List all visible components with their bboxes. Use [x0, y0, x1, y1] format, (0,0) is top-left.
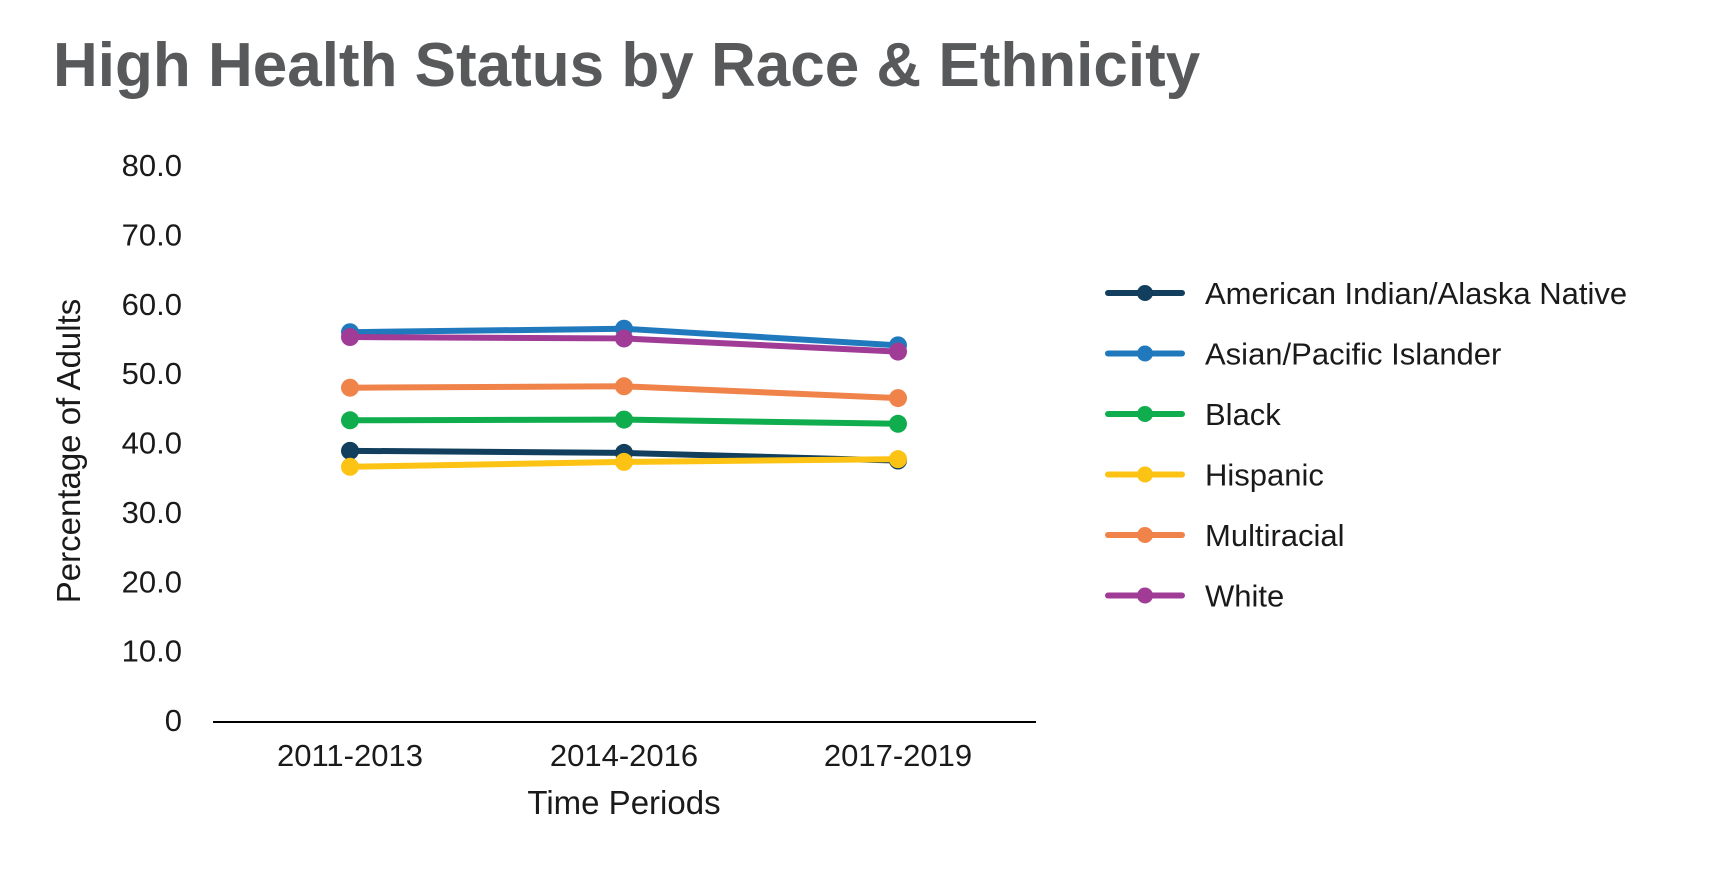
series-hispanic [341, 450, 907, 476]
legend-swatch-marker [1137, 285, 1153, 301]
legend-label: Multiracial [1205, 518, 1345, 553]
data-point [889, 414, 907, 433]
legend-item: Hispanic [1105, 458, 1324, 493]
data-point [615, 329, 633, 348]
y-axis-title: Percentage of Adults [50, 299, 87, 604]
x-tick-label: 2017-2019 [824, 738, 972, 773]
x-axis-ticks: 2011-2013 2014-2016 2017-2019 [277, 738, 972, 773]
series-white [341, 328, 907, 361]
x-tick-label: 2011-2013 [277, 738, 423, 773]
legend-item: Multiracial [1105, 518, 1345, 553]
data-point [341, 378, 359, 397]
y-tick-label: 40.0 [122, 426, 182, 461]
data-point [615, 452, 633, 471]
legend-swatch-marker [1137, 345, 1153, 362]
legend-item: Asian/Pacific Islander [1105, 337, 1501, 372]
legend-item: White [1105, 579, 1284, 614]
legend-swatch-marker [1137, 587, 1153, 604]
y-tick-label: 60.0 [122, 287, 182, 322]
y-tick-label: 20.0 [122, 564, 182, 599]
data-point [615, 377, 633, 396]
legend: American Indian/Alaska Native Asian/Pacif… [1105, 276, 1627, 614]
x-tick-label: 2014-2016 [550, 738, 698, 773]
data-point [341, 457, 359, 476]
series-black [341, 410, 907, 433]
y-axis-ticks: 0 10.0 20.0 30.0 40.0 50.0 60.0 70.0 80.0 [122, 148, 182, 738]
data-point [341, 441, 359, 460]
data-point [889, 389, 907, 408]
y-tick-label: 80.0 [122, 148, 182, 183]
legend-swatch-marker [1137, 527, 1153, 543]
legend-label: White [1205, 579, 1284, 614]
y-tick-label: 0 [165, 703, 182, 738]
chart-title: High Health Status by Race & Ethnicity [53, 31, 1201, 100]
legend-item: Black [1105, 397, 1281, 432]
data-point [889, 342, 907, 361]
legend-label: Asian/Pacific Islander [1205, 337, 1501, 372]
y-tick-label: 10.0 [122, 634, 182, 669]
y-tick-label: 70.0 [122, 217, 182, 252]
data-point [341, 411, 359, 430]
legend-label: Black [1205, 397, 1281, 432]
data-point [341, 328, 359, 347]
series-multiracial [341, 377, 907, 408]
y-tick-label: 50.0 [122, 356, 182, 391]
plot-area [341, 319, 907, 476]
legend-item: American Indian/Alaska Native [1105, 276, 1627, 311]
data-point [615, 410, 633, 429]
legend-swatch-marker [1137, 406, 1153, 422]
data-point [889, 450, 907, 469]
y-tick-label: 30.0 [122, 495, 182, 530]
x-axis-title: Time Periods [527, 784, 720, 821]
legend-label: Hispanic [1205, 458, 1324, 493]
legend-label: American Indian/Alaska Native [1205, 276, 1627, 311]
legend-swatch-marker [1137, 466, 1153, 483]
